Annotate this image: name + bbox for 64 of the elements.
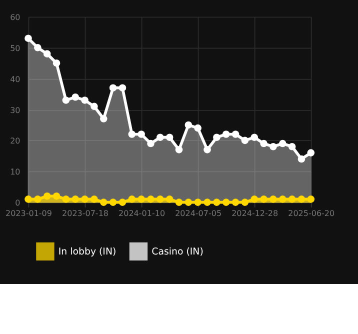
point (260, 196, 268, 203)
point (52, 59, 60, 67)
point (270, 196, 277, 203)
point (204, 146, 211, 154)
point (156, 134, 164, 141)
point (81, 196, 88, 203)
point (184, 198, 192, 206)
point (232, 130, 240, 138)
point (260, 140, 268, 148)
point (250, 196, 258, 203)
point (222, 198, 230, 206)
point (307, 196, 315, 203)
point (175, 198, 183, 206)
point (100, 115, 108, 122)
point (138, 130, 145, 138)
point (184, 121, 192, 129)
point (118, 198, 126, 206)
legend-label: Casino (IN) (152, 246, 204, 258)
point (90, 102, 98, 110)
point (175, 146, 183, 154)
point (241, 136, 249, 144)
point (278, 140, 286, 148)
point (288, 142, 296, 150)
point (43, 192, 51, 200)
point (298, 196, 306, 203)
point (222, 130, 230, 138)
legend-label: In lobby (IN) (58, 246, 116, 258)
point (213, 198, 220, 206)
point (138, 196, 145, 203)
point (128, 196, 136, 203)
point (250, 134, 258, 141)
point (34, 196, 42, 203)
point (166, 134, 174, 141)
point (194, 198, 202, 206)
point (24, 34, 32, 42)
point (128, 130, 136, 138)
point (72, 196, 80, 203)
point (100, 198, 108, 206)
point (81, 96, 88, 104)
point (156, 196, 164, 203)
point (166, 196, 174, 203)
point (204, 198, 211, 206)
point (298, 155, 306, 163)
point (241, 198, 249, 206)
point (232, 198, 240, 206)
point (278, 196, 286, 203)
point (43, 50, 51, 58)
point (307, 149, 315, 156)
point (62, 196, 70, 203)
point (118, 84, 126, 92)
point (270, 142, 277, 150)
point (72, 93, 80, 101)
point (194, 124, 202, 132)
point (34, 44, 42, 52)
point (52, 192, 60, 200)
point (24, 196, 32, 203)
point (147, 196, 154, 203)
point (62, 96, 70, 104)
point (288, 196, 296, 203)
point (109, 84, 117, 92)
point (90, 196, 98, 203)
point (109, 198, 117, 206)
point (213, 134, 220, 141)
point (147, 140, 154, 148)
